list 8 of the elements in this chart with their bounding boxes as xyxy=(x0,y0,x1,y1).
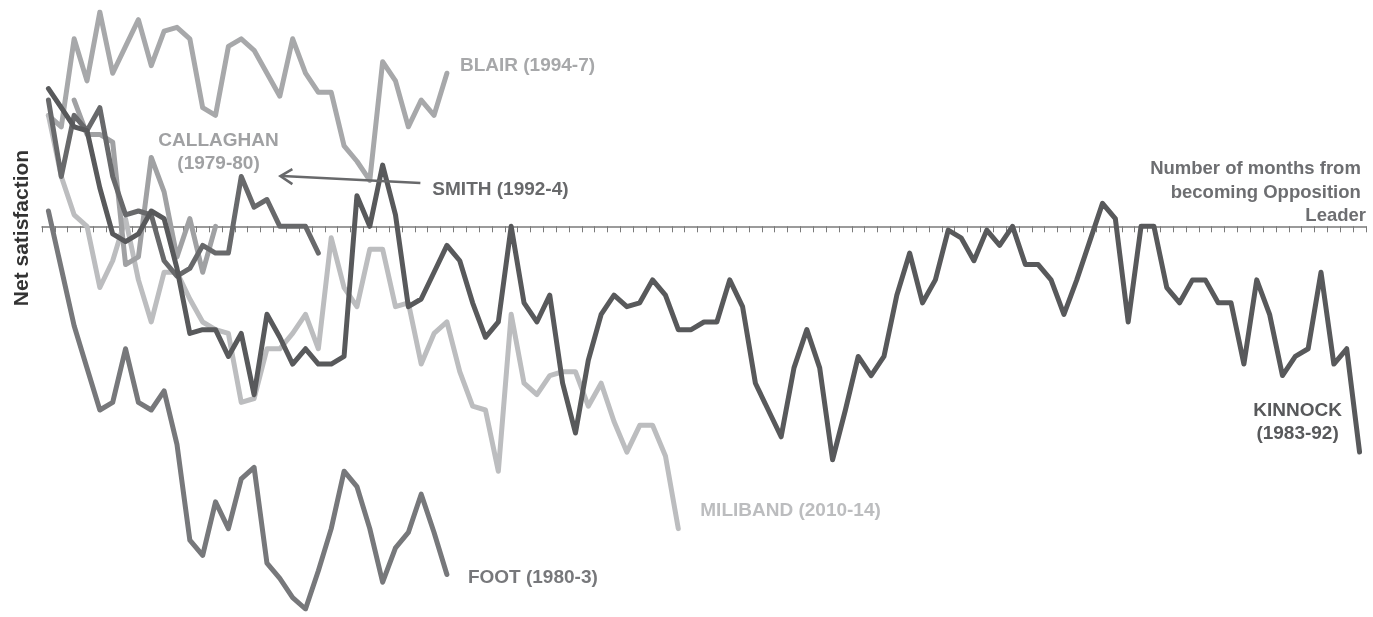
text: SMITH (1992-4) xyxy=(432,177,569,199)
series-label: KINNOCK (1983-92) xyxy=(1253,399,1343,444)
series-label: MILIBAND (2010-14) xyxy=(700,499,881,521)
series-label: CALLAGHAN (1979-80) xyxy=(158,129,279,174)
y-axis-title: Net satisfaction xyxy=(8,149,32,307)
series-label: BLAIR (1994-7) xyxy=(459,53,596,75)
x-axis-title: Number of months from becoming Opposition Leader xyxy=(1150,157,1366,226)
series-label: FOOT (1980-3) xyxy=(467,566,598,588)
